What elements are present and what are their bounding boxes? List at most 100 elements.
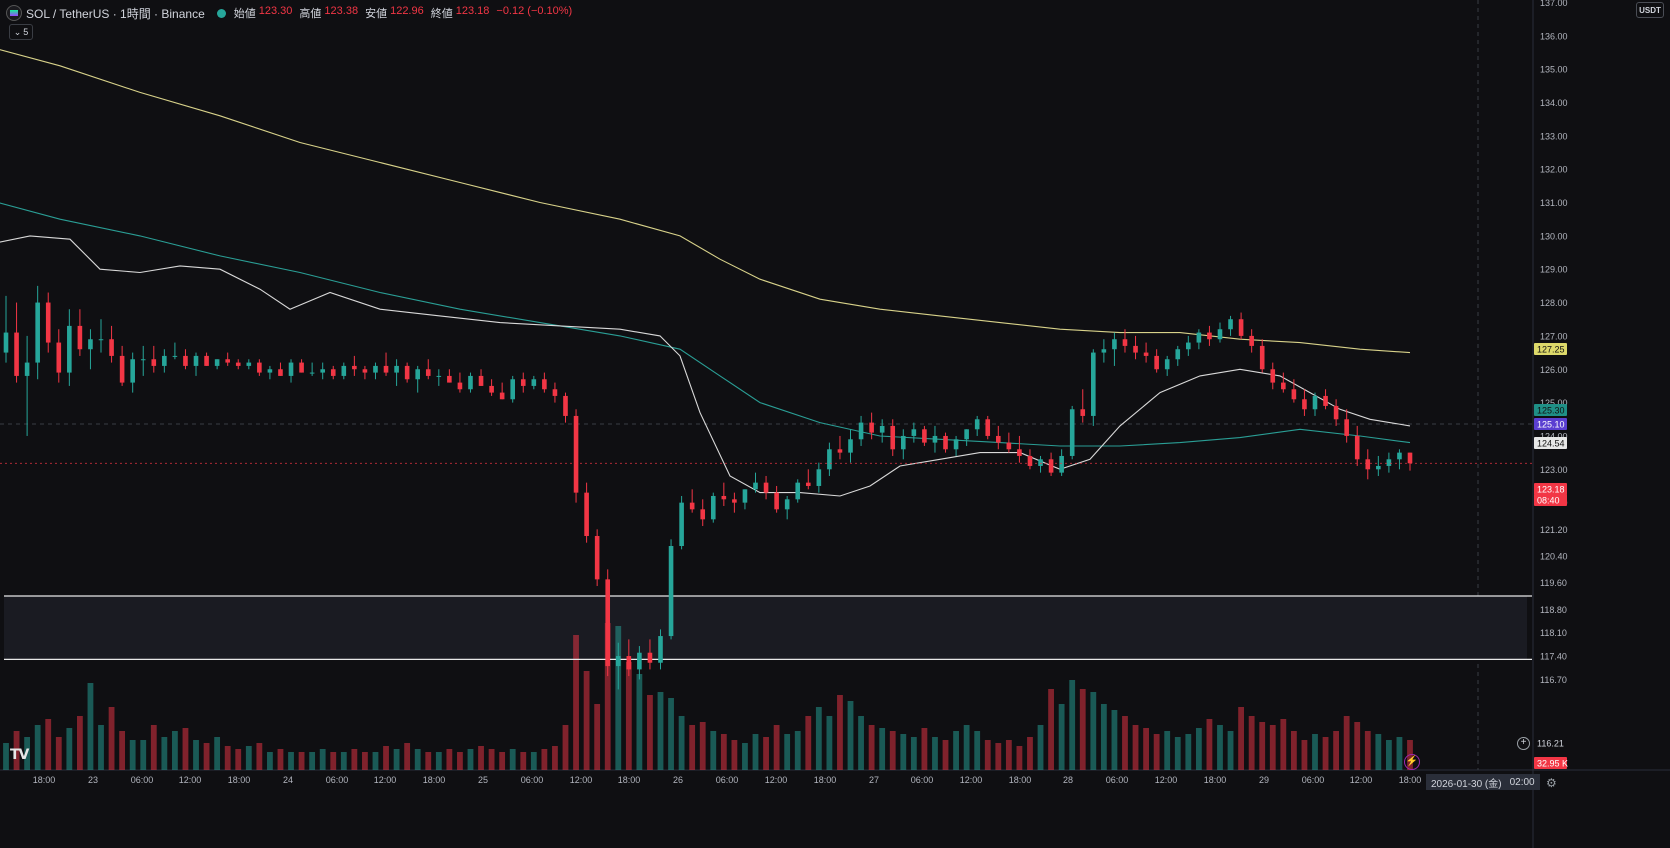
candle-body (615, 656, 621, 667)
volume-bar (1153, 734, 1160, 770)
crosshair-date: 2026-01-30 (金) (1431, 778, 1502, 790)
volume-bar (1206, 719, 1213, 770)
price-label-bg (1534, 737, 1567, 749)
volume-bar (1227, 731, 1234, 770)
volume-bar (425, 752, 432, 770)
candle-body (56, 342, 62, 373)
high-value: 123.38 (324, 5, 359, 17)
open-label: 始値 (233, 8, 256, 20)
volume-bar (1048, 689, 1054, 770)
volume-bar (889, 731, 896, 770)
candle-body (932, 435, 938, 443)
candle-body (1122, 339, 1128, 346)
currency-button[interactable]: USDT (1636, 2, 1664, 18)
candle-body (1059, 455, 1064, 473)
candle-body (1344, 419, 1349, 436)
candle-body (1365, 459, 1371, 470)
candle-body (964, 429, 969, 440)
close-value: 123.18 (455, 5, 490, 17)
candle-body (130, 359, 135, 383)
candle-body (204, 355, 209, 366)
volume-bar (140, 740, 147, 770)
x-tick-label: 06:00 (521, 775, 544, 785)
candle-body (1048, 459, 1054, 473)
volume-bar (689, 725, 696, 770)
candle-body (278, 369, 283, 376)
candle-body (637, 652, 642, 670)
candle-body (45, 302, 51, 343)
candle-body (732, 499, 737, 503)
candle-body (373, 365, 378, 373)
candle-body (415, 369, 420, 380)
candle-body (362, 369, 368, 373)
candle-body (1069, 409, 1075, 456)
volume-bar (625, 662, 632, 770)
moving-average-fast (0, 235, 1411, 497)
y-tick-label: 120.40 (1540, 552, 1568, 562)
x-tick-label: 24 (283, 775, 293, 785)
x-tick-label: 18:00 (33, 775, 56, 785)
y-tick-label: 116.70 (1540, 675, 1567, 685)
y-tick-label: 137.00 (1540, 0, 1568, 8)
candle-body (1207, 332, 1212, 340)
tradingview-logo-icon[interactable]: TV (10, 747, 29, 763)
x-tick-label: 18:00 (228, 775, 251, 785)
low-value: 122.96 (390, 5, 424, 17)
candle-body (573, 415, 579, 493)
volume-bar (752, 734, 759, 770)
volume-bar (784, 734, 791, 770)
candle-body (457, 382, 463, 390)
volume-bar (900, 734, 907, 770)
candle-body (552, 389, 558, 396)
volume-bar (108, 707, 115, 770)
solana-logo-icon (6, 5, 22, 21)
chart-header: SOL / TetherUS · 1時間 · Binance 始値 123.30 … (6, 4, 576, 22)
candle-body (383, 365, 389, 373)
market-status-icon[interactable] (216, 8, 226, 18)
price-label-bg (1534, 757, 1567, 769)
candle-body (542, 379, 547, 390)
bolt-icon[interactable]: ⚡ (1404, 754, 1420, 770)
candle-body (478, 375, 484, 386)
candle-body (499, 392, 505, 400)
volume-bar (66, 728, 73, 770)
volume-bar (984, 740, 991, 770)
volume-bar (34, 725, 41, 770)
indicators-count: 5 (23, 27, 29, 37)
volume-bar (161, 737, 168, 770)
indicators-toggle-button[interactable]: ⌄ 5 (9, 24, 33, 40)
candle-body (436, 375, 442, 377)
candle-body (267, 369, 273, 373)
volume-bar (1027, 737, 1033, 770)
settings-gear-icon[interactable]: ⚙ (1546, 776, 1557, 790)
candle-body (140, 359, 146, 361)
x-tick-label: 18:00 (618, 775, 641, 785)
x-tick-label: 27 (869, 775, 879, 785)
candle-body (425, 369, 431, 376)
volume-bar (150, 725, 157, 770)
volume-bar (731, 740, 738, 770)
volume-bar (815, 707, 822, 770)
candle-body (172, 355, 178, 357)
volume-bar (1290, 731, 1297, 770)
volume-bar (393, 749, 400, 770)
volume-bar (604, 623, 611, 770)
price-label-purple: 125.10 (1537, 420, 1565, 430)
candle-body (447, 375, 452, 383)
candle-body (816, 469, 822, 486)
candle-body (911, 429, 917, 436)
moving-average-mid (0, 202, 1411, 447)
candle-body (162, 355, 167, 366)
candle-body (858, 422, 864, 440)
symbol-title[interactable]: SOL / TetherUS · 1時間 · Binance (26, 6, 205, 21)
add-price-alert-icon[interactable]: + (1517, 737, 1530, 750)
candle-body (151, 359, 157, 366)
candle-body (299, 362, 304, 373)
volume-bar (45, 719, 52, 770)
candle-body (753, 482, 758, 490)
candle-body (35, 302, 40, 363)
candle-body (837, 449, 843, 453)
volume-bar (383, 746, 389, 770)
